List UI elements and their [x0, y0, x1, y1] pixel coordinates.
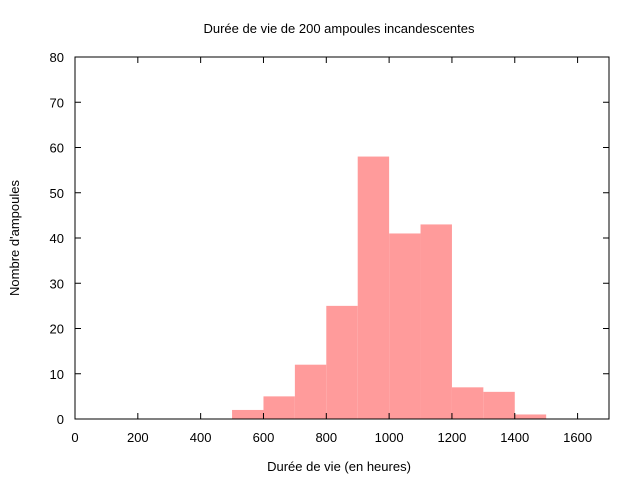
x-tick-label-1400: 1400	[500, 430, 529, 445]
y-tick-label-60: 60	[50, 141, 64, 156]
y-tick-label-80: 80	[50, 50, 64, 65]
y-tick-label-10: 10	[50, 367, 64, 382]
histogram-bar-800-900	[326, 305, 358, 419]
y-axis-ticks: 0 10 20 30 40 50 60 70 80	[50, 50, 609, 427]
y-tick-label-30: 30	[50, 276, 64, 291]
y-tick-label-0: 0	[57, 412, 64, 427]
bars-group	[232, 156, 547, 420]
histogram-bar-700-800	[294, 364, 327, 419]
x-tick-label-200: 200	[127, 430, 149, 445]
x-axis-ticks: 0 200 400 600 800 1000 1200 1400 1600	[71, 57, 592, 445]
histogram-bar-1100-1200	[420, 224, 452, 419]
x-axis-label: Durée de vie (en heures)	[267, 459, 411, 474]
chart-title: Durée de vie de 200 ampoules incandescen…	[203, 21, 475, 36]
histogram-bar-1300-1400	[483, 391, 515, 419]
y-tick-label-70: 70	[50, 95, 64, 110]
x-tick-label-800: 800	[315, 430, 337, 445]
histogram-bar-600-700	[263, 396, 295, 419]
y-tick-label-50: 50	[50, 186, 64, 201]
x-tick-label-600: 600	[253, 430, 275, 445]
histogram-bar-1000-1100	[389, 233, 421, 419]
x-tick-label-1600: 1600	[563, 430, 592, 445]
x-tick-label-0: 0	[71, 430, 78, 445]
x-tick-label-1000: 1000	[375, 430, 404, 445]
histogram-bar-1200-1300	[451, 387, 484, 419]
x-tick-label-400: 400	[190, 430, 212, 445]
y-tick-label-20: 20	[50, 322, 64, 337]
histogram-bar-1400-1500	[514, 414, 547, 419]
x-tick-label-1200: 1200	[437, 430, 466, 445]
y-axis-label: Nombre d'ampoules	[7, 180, 22, 296]
y-tick-label-40: 40	[50, 231, 64, 246]
histogram-bar-500-600	[232, 409, 264, 419]
histogram-bar-900-1000	[357, 156, 390, 420]
